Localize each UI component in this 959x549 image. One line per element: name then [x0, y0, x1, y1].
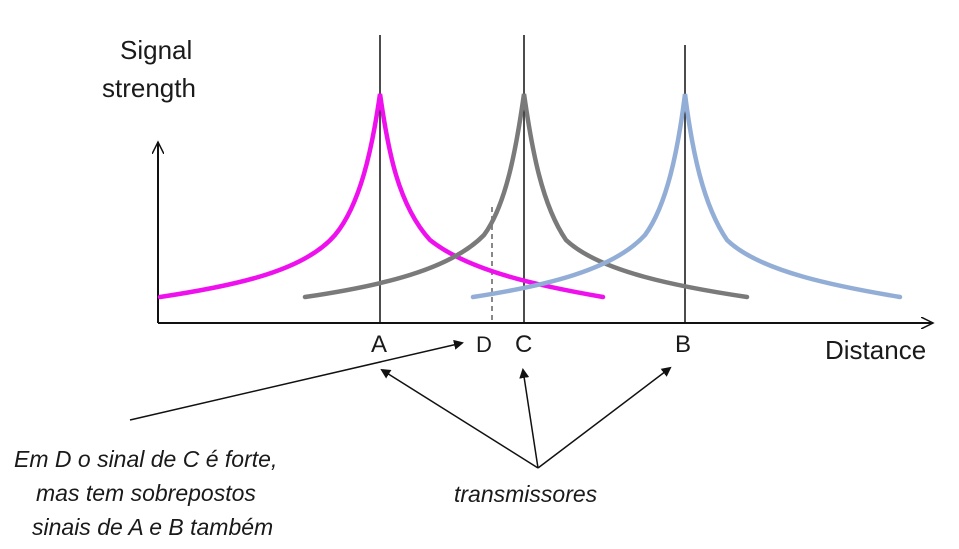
note-line-3: sinais de A e B também: [32, 514, 273, 540]
point-label-c: C: [515, 331, 532, 358]
point-label-d: D: [476, 332, 492, 357]
note-line-2: mas tem sobrepostos: [36, 480, 256, 506]
point-label-a: A: [371, 331, 387, 358]
note-arrow-to-d: [129, 339, 464, 421]
x-axis-label: Distance: [825, 335, 926, 365]
point-label-b: B: [675, 331, 691, 358]
note-line-1: Em D o sinal de C é forte,: [14, 446, 277, 472]
transmitter-arrow-c: [519, 368, 539, 469]
signal-curve-a: [157, 93, 606, 300]
transmitters-label: transmissores: [454, 481, 598, 507]
transmitter-arrow-b: [537, 366, 672, 469]
y-axis-label-line2: strength: [102, 73, 196, 103]
signal-curve-b: [470, 93, 903, 300]
y-axis-label-line1: Signal: [120, 35, 192, 65]
signal-curve-c: [302, 93, 750, 300]
transmitter-arrow-a: [380, 368, 539, 469]
